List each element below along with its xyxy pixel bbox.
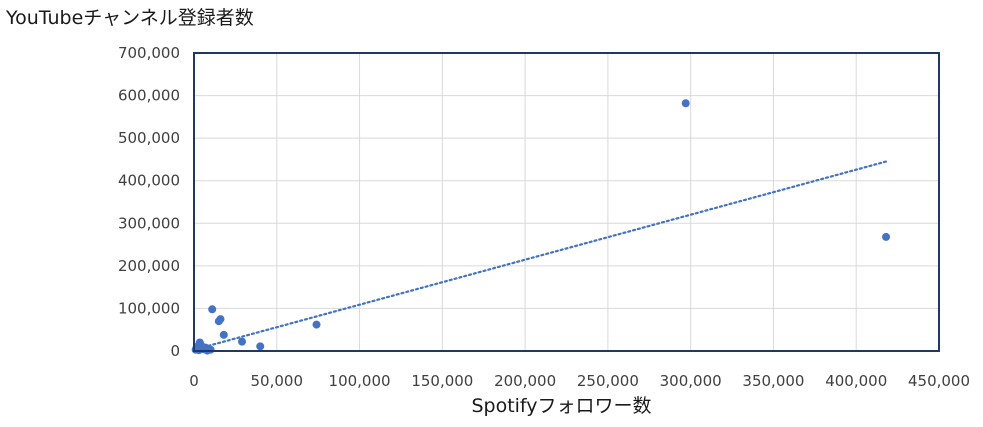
x-tick-label: 50,000 — [251, 372, 304, 390]
plot-area-frame — [193, 52, 940, 352]
x-tick-label: 100,000 — [329, 372, 391, 390]
y-tick-label: 0 — [170, 342, 180, 360]
y-tick-labels: 0 100,000 200,000 300,000 400,000 500,000 600,… — [118, 44, 180, 360]
x-tick-label: 0 — [189, 372, 199, 390]
y-tick-label: 600,000 — [118, 87, 180, 105]
data-point — [219, 330, 228, 339]
y-tick-label: 700,000 — [118, 44, 180, 62]
data-point — [216, 315, 225, 324]
data-point — [882, 232, 891, 241]
data-point — [312, 320, 321, 329]
x-axis-title: Spotifyフォロワー数 — [471, 395, 651, 417]
data-point — [238, 337, 247, 346]
x-tick-labels: 0 50,000 100,000 150,000 200,000 250,000 300,0… — [189, 372, 970, 390]
data-points — [191, 99, 891, 355]
y-tick-label: 500,000 — [118, 129, 180, 147]
y-tick-label: 400,000 — [118, 172, 180, 190]
x-tick-label: 400,000 — [825, 372, 887, 390]
x-tick-label: 150,000 — [411, 372, 473, 390]
y-tick-label: 300,000 — [118, 214, 180, 232]
x-tick-label: 450,000 — [908, 372, 970, 390]
data-point — [208, 305, 217, 314]
y-tick-label: 100,000 — [118, 299, 180, 317]
x-tick-label: 350,000 — [742, 372, 804, 390]
data-point — [206, 345, 215, 354]
data-point — [681, 99, 690, 108]
x-tick-label: 300,000 — [660, 372, 722, 390]
y-tick-label: 200,000 — [118, 257, 180, 275]
gridlines — [193, 52, 940, 352]
x-tick-label: 200,000 — [494, 372, 556, 390]
data-point — [256, 342, 265, 351]
y-axis-title: YouTubeチャンネル登録者数 — [5, 7, 254, 29]
trendline — [192, 160, 888, 351]
x-tick-label: 250,000 — [577, 372, 639, 390]
